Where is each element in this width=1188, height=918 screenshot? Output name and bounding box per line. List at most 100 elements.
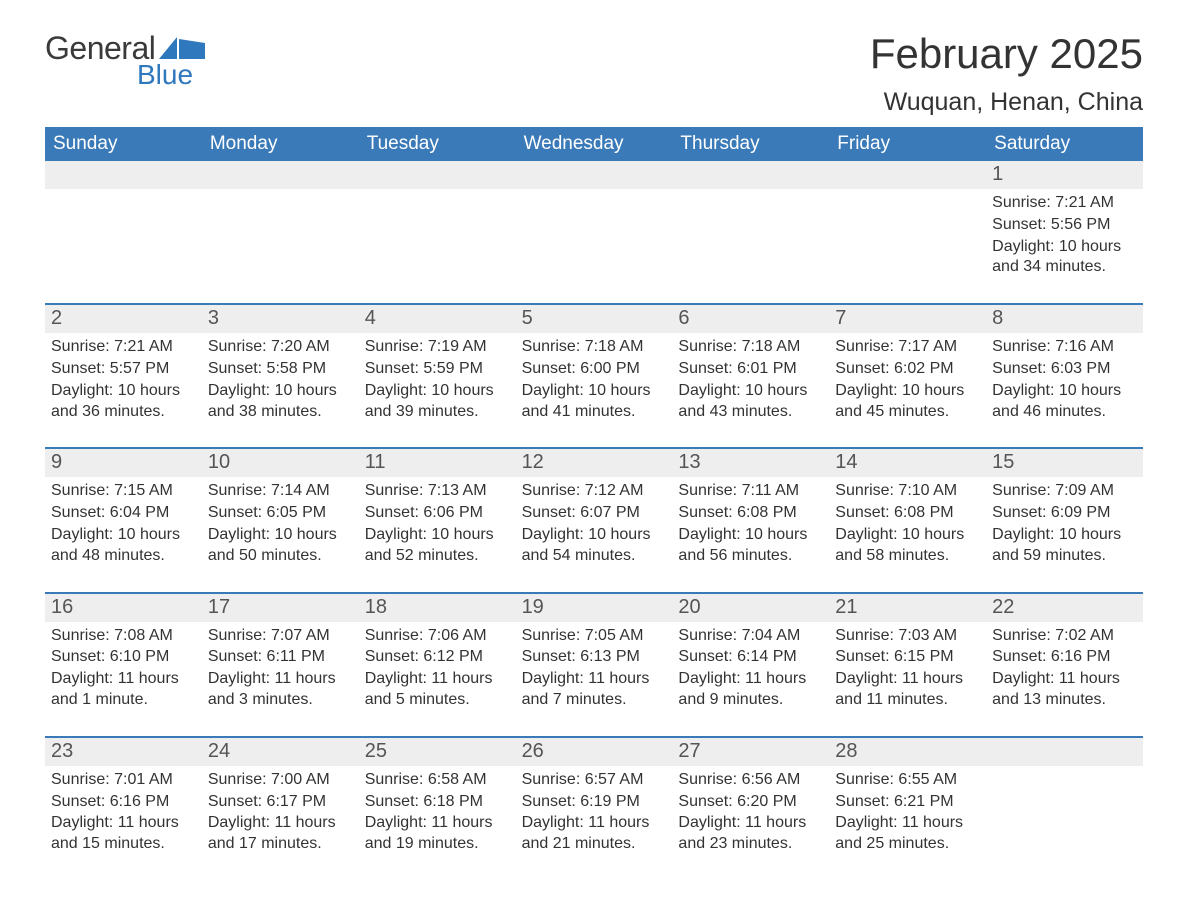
daylight-text: Daylight: 11 hours and 23 minutes. bbox=[678, 813, 823, 855]
day-number: 10 bbox=[202, 449, 359, 477]
day-number: 14 bbox=[829, 449, 986, 477]
day-cell: Sunrise: 7:02 AMSunset: 6:16 PMDaylight:… bbox=[986, 622, 1143, 718]
sunset-text: Sunset: 5:56 PM bbox=[992, 215, 1137, 236]
day-number: 3 bbox=[202, 305, 359, 333]
day-number bbox=[202, 161, 359, 189]
daylight-text: Daylight: 10 hours and 43 minutes. bbox=[678, 381, 823, 423]
day-number: 12 bbox=[516, 449, 673, 477]
sunrise-text: Sunrise: 7:21 AM bbox=[51, 337, 196, 358]
day-cell: Sunrise: 7:10 AMSunset: 6:08 PMDaylight:… bbox=[829, 477, 986, 573]
day-number: 4 bbox=[359, 305, 516, 333]
daylight-text: Daylight: 10 hours and 54 minutes. bbox=[522, 525, 667, 567]
day-number: 23 bbox=[45, 738, 202, 766]
day-cell: Sunrise: 7:12 AMSunset: 6:07 PMDaylight:… bbox=[516, 477, 673, 573]
sunset-text: Sunset: 6:00 PM bbox=[522, 359, 667, 380]
sunrise-text: Sunrise: 7:16 AM bbox=[992, 337, 1137, 358]
day-of-week-label: Thursday bbox=[672, 127, 829, 161]
sunrise-text: Sunrise: 7:12 AM bbox=[522, 481, 667, 502]
day-cell bbox=[516, 189, 673, 285]
sunset-text: Sunset: 6:05 PM bbox=[208, 503, 353, 524]
sunset-text: Sunset: 6:06 PM bbox=[365, 503, 510, 524]
day-cell: Sunrise: 7:01 AMSunset: 6:16 PMDaylight:… bbox=[45, 766, 202, 862]
daylight-text: Daylight: 11 hours and 9 minutes. bbox=[678, 669, 823, 711]
sunset-text: Sunset: 6:20 PM bbox=[678, 792, 823, 813]
day-cell bbox=[202, 189, 359, 285]
sunset-text: Sunset: 6:21 PM bbox=[835, 792, 980, 813]
day-cell bbox=[829, 189, 986, 285]
sunrise-text: Sunrise: 7:14 AM bbox=[208, 481, 353, 502]
week-row: 1Sunrise: 7:21 AMSunset: 5:56 PMDaylight… bbox=[45, 161, 1143, 285]
sunrise-text: Sunrise: 7:05 AM bbox=[522, 626, 667, 647]
daylight-text: Daylight: 11 hours and 3 minutes. bbox=[208, 669, 353, 711]
day-number: 11 bbox=[359, 449, 516, 477]
day-of-week-label: Sunday bbox=[45, 127, 202, 161]
day-cell: Sunrise: 7:00 AMSunset: 6:17 PMDaylight:… bbox=[202, 766, 359, 862]
day-number: 24 bbox=[202, 738, 359, 766]
logo-text-blue: Blue bbox=[137, 59, 205, 91]
day-number: 25 bbox=[359, 738, 516, 766]
day-number: 17 bbox=[202, 594, 359, 622]
day-cell: Sunrise: 7:14 AMSunset: 6:05 PMDaylight:… bbox=[202, 477, 359, 573]
day-cell: Sunrise: 7:13 AMSunset: 6:06 PMDaylight:… bbox=[359, 477, 516, 573]
day-cell: Sunrise: 7:05 AMSunset: 6:13 PMDaylight:… bbox=[516, 622, 673, 718]
sunrise-text: Sunrise: 7:19 AM bbox=[365, 337, 510, 358]
daylight-text: Daylight: 10 hours and 46 minutes. bbox=[992, 381, 1137, 423]
sunrise-text: Sunrise: 7:09 AM bbox=[992, 481, 1137, 502]
sunset-text: Sunset: 5:58 PM bbox=[208, 359, 353, 380]
day-number-row: 9101112131415 bbox=[45, 449, 1143, 477]
day-cell bbox=[986, 766, 1143, 862]
sunrise-text: Sunrise: 7:08 AM bbox=[51, 626, 196, 647]
day-cell: Sunrise: 7:20 AMSunset: 5:58 PMDaylight:… bbox=[202, 333, 359, 429]
day-number: 22 bbox=[986, 594, 1143, 622]
day-number: 9 bbox=[45, 449, 202, 477]
daylight-text: Daylight: 11 hours and 1 minute. bbox=[51, 669, 196, 711]
day-number: 6 bbox=[672, 305, 829, 333]
day-number: 18 bbox=[359, 594, 516, 622]
day-cell: Sunrise: 7:18 AMSunset: 6:01 PMDaylight:… bbox=[672, 333, 829, 429]
day-number: 21 bbox=[829, 594, 986, 622]
sunrise-text: Sunrise: 7:17 AM bbox=[835, 337, 980, 358]
sunrise-text: Sunrise: 7:15 AM bbox=[51, 481, 196, 502]
header: General Blue February 2025 Wuquan, Henan… bbox=[45, 30, 1143, 117]
month-title: February 2025 bbox=[870, 30, 1143, 78]
day-cell: Sunrise: 6:57 AMSunset: 6:19 PMDaylight:… bbox=[516, 766, 673, 862]
day-number: 27 bbox=[672, 738, 829, 766]
day-number: 13 bbox=[672, 449, 829, 477]
sunset-text: Sunset: 6:02 PM bbox=[835, 359, 980, 380]
day-of-week-label: Friday bbox=[829, 127, 986, 161]
sunset-text: Sunset: 6:04 PM bbox=[51, 503, 196, 524]
day-number: 16 bbox=[45, 594, 202, 622]
sunrise-text: Sunrise: 7:13 AM bbox=[365, 481, 510, 502]
daylight-text: Daylight: 10 hours and 59 minutes. bbox=[992, 525, 1137, 567]
daylight-text: Daylight: 11 hours and 21 minutes. bbox=[522, 813, 667, 855]
day-cell: Sunrise: 6:55 AMSunset: 6:21 PMDaylight:… bbox=[829, 766, 986, 862]
day-number: 19 bbox=[516, 594, 673, 622]
sunrise-text: Sunrise: 7:18 AM bbox=[522, 337, 667, 358]
day-cell: Sunrise: 7:18 AMSunset: 6:00 PMDaylight:… bbox=[516, 333, 673, 429]
day-number bbox=[359, 161, 516, 189]
day-of-week-header: SundayMondayTuesdayWednesdayThursdayFrid… bbox=[45, 127, 1143, 161]
day-number: 2 bbox=[45, 305, 202, 333]
daylight-text: Daylight: 11 hours and 7 minutes. bbox=[522, 669, 667, 711]
sunrise-text: Sunrise: 6:55 AM bbox=[835, 770, 980, 791]
sunset-text: Sunset: 6:10 PM bbox=[51, 647, 196, 668]
sunset-text: Sunset: 5:59 PM bbox=[365, 359, 510, 380]
daylight-text: Daylight: 11 hours and 15 minutes. bbox=[51, 813, 196, 855]
daylight-text: Daylight: 10 hours and 39 minutes. bbox=[365, 381, 510, 423]
week-row: 232425262728Sunrise: 7:01 AMSunset: 6:16… bbox=[45, 736, 1143, 862]
daylight-text: Daylight: 10 hours and 45 minutes. bbox=[835, 381, 980, 423]
day-cell: Sunrise: 7:16 AMSunset: 6:03 PMDaylight:… bbox=[986, 333, 1143, 429]
day-cell: Sunrise: 7:15 AMSunset: 6:04 PMDaylight:… bbox=[45, 477, 202, 573]
day-cell: Sunrise: 6:58 AMSunset: 6:18 PMDaylight:… bbox=[359, 766, 516, 862]
sunset-text: Sunset: 6:03 PM bbox=[992, 359, 1137, 380]
day-number-row: 2345678 bbox=[45, 305, 1143, 333]
daylight-text: Daylight: 10 hours and 36 minutes. bbox=[51, 381, 196, 423]
sunrise-text: Sunrise: 6:56 AM bbox=[678, 770, 823, 791]
daylight-text: Daylight: 10 hours and 38 minutes. bbox=[208, 381, 353, 423]
day-cell: Sunrise: 6:56 AMSunset: 6:20 PMDaylight:… bbox=[672, 766, 829, 862]
day-number bbox=[986, 738, 1143, 766]
day-number bbox=[672, 161, 829, 189]
day-of-week-label: Wednesday bbox=[516, 127, 673, 161]
day-of-week-label: Tuesday bbox=[359, 127, 516, 161]
sunrise-text: Sunrise: 7:18 AM bbox=[678, 337, 823, 358]
